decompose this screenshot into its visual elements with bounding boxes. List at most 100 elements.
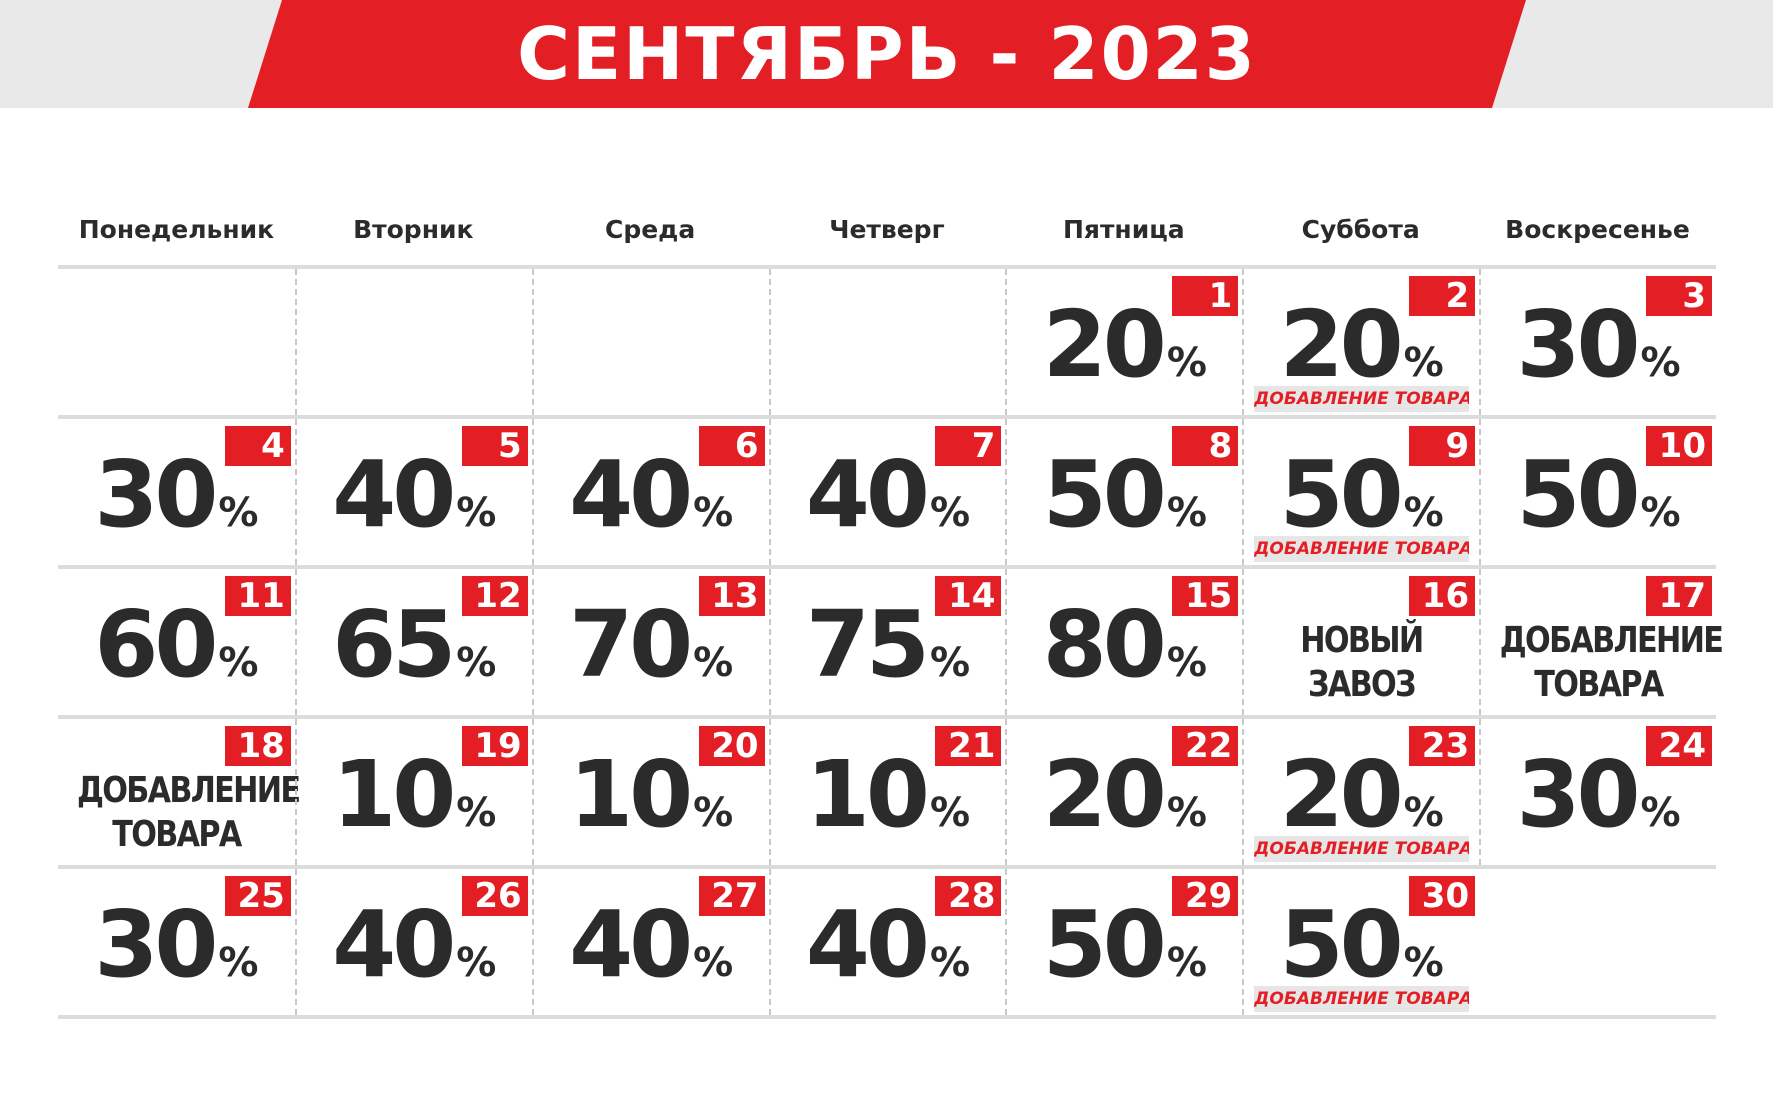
weekday-sunday: Воскресенье bbox=[1505, 215, 1690, 244]
calendar-grid: 1 20% 2 20% ДОБАВЛЕНИЕ ТОВАРА 3 30% 4 30% 5 40% 6 40… bbox=[58, 265, 1724, 1019]
empty-day-cell bbox=[294, 269, 532, 415]
discount-label: 20% bbox=[1244, 749, 1479, 841]
discount-value: 10 bbox=[569, 741, 693, 848]
discount-value: 20 bbox=[1279, 291, 1404, 398]
day-number-badge: 7 bbox=[935, 426, 1002, 466]
empty-day-cell bbox=[1479, 869, 1716, 1015]
discount-value: 80 bbox=[1042, 591, 1167, 698]
discount-label: 30% bbox=[1481, 749, 1716, 841]
day-cell: 4 30% bbox=[58, 419, 295, 565]
empty-day-cell bbox=[768, 269, 1006, 415]
discount-value: 30 bbox=[94, 441, 218, 548]
day-number-badge: 6 bbox=[698, 426, 765, 466]
discount-label: 20% bbox=[1007, 299, 1242, 391]
day-cell: 16 НОВЫЙ ЗАВОЗ bbox=[1242, 569, 1479, 715]
day-cell: 3 30% bbox=[1479, 269, 1716, 415]
percent-sign: % bbox=[1640, 340, 1681, 386]
discount-label: 10% bbox=[771, 749, 1006, 841]
discount-label: 50% bbox=[1244, 449, 1479, 541]
grid-divider bbox=[58, 565, 1716, 569]
day-number-badge: 5 bbox=[461, 426, 528, 466]
day-cell: 23 20% ДОБАВЛЕНИЕ ТОВАРА bbox=[1242, 719, 1479, 865]
day-cell: 25 30% bbox=[58, 869, 295, 1015]
discount-label: 10% bbox=[297, 749, 532, 841]
weekday-monday: Понедельник bbox=[78, 215, 275, 244]
percent-sign: % bbox=[456, 940, 497, 986]
percent-sign: % bbox=[929, 790, 971, 836]
day-cell: 29 50% bbox=[1005, 869, 1242, 1015]
weekday-header-row: Понедельник Вторник Среда Четверг Пятниц… bbox=[58, 210, 1716, 250]
percent-sign: % bbox=[929, 640, 971, 686]
discount-value: 20 bbox=[1042, 291, 1167, 398]
day-cell: 30 50% ДОБАВЛЕНИЕ ТОВАРА bbox=[1242, 869, 1479, 1015]
percent-sign: % bbox=[1403, 340, 1444, 386]
event-label: ДОБАВЛЕНИЕ ТОВАРА bbox=[76, 770, 301, 855]
day-number-badge: 14 bbox=[935, 576, 1002, 616]
day-number-badge: 20 bbox=[698, 726, 765, 766]
grid-divider bbox=[58, 865, 1716, 869]
discount-value: 60 bbox=[94, 591, 218, 698]
grid-divider bbox=[58, 265, 1716, 269]
day-number-badge: 12 bbox=[461, 576, 528, 616]
discount-value: 50 bbox=[1279, 891, 1404, 998]
discount-value: 50 bbox=[1279, 441, 1404, 548]
restock-note: ДОБАВЛЕНИЕ ТОВАРА bbox=[1254, 386, 1470, 412]
percent-sign: % bbox=[218, 490, 259, 536]
day-cell: 20 10% bbox=[531, 719, 769, 865]
discount-label: 50% bbox=[1481, 449, 1716, 541]
discount-label: 60% bbox=[58, 599, 295, 691]
discount-label: 40% bbox=[534, 449, 769, 541]
day-number-badge: 16 bbox=[1409, 576, 1476, 616]
discount-label: 50% bbox=[1244, 899, 1479, 991]
percent-sign: % bbox=[218, 640, 259, 686]
day-number-badge: 13 bbox=[698, 576, 765, 616]
discount-value: 40 bbox=[332, 441, 456, 548]
day-number-badge: 30 bbox=[1409, 876, 1476, 916]
discount-label: 50% bbox=[1007, 449, 1242, 541]
percent-sign: % bbox=[693, 640, 734, 686]
discount-label: 65% bbox=[297, 599, 532, 691]
day-cell: 12 65% bbox=[294, 569, 532, 715]
discount-value: 20 bbox=[1279, 741, 1404, 848]
grid-divider bbox=[58, 715, 1716, 719]
percent-sign: % bbox=[1166, 340, 1207, 386]
event-label: НОВЫЙ ЗАВОЗ bbox=[1300, 620, 1425, 705]
percent-sign: % bbox=[929, 490, 971, 536]
discount-value: 10 bbox=[332, 741, 456, 848]
day-cell: 11 60% bbox=[58, 569, 295, 715]
discount-label: 40% bbox=[771, 449, 1006, 541]
discount-value: 40 bbox=[805, 891, 930, 998]
day-number-badge: 10 bbox=[1645, 426, 1712, 466]
day-cell: 14 75% bbox=[768, 569, 1006, 715]
day-cell: 19 10% bbox=[294, 719, 532, 865]
discount-label: 10% bbox=[534, 749, 769, 841]
weekday-wednesday: Среда bbox=[604, 215, 696, 244]
discount-label: 75% bbox=[771, 599, 1006, 691]
discount-value: 70 bbox=[569, 591, 693, 698]
day-cell: 22 20% bbox=[1005, 719, 1242, 865]
day-cell: 27 40% bbox=[531, 869, 769, 1015]
day-cell: 2 20% ДОБАВЛЕНИЕ ТОВАРА bbox=[1242, 269, 1479, 415]
percent-sign: % bbox=[1403, 940, 1444, 986]
percent-sign: % bbox=[1166, 790, 1207, 836]
day-number-badge: 8 bbox=[1172, 426, 1239, 466]
discount-value: 20 bbox=[1042, 741, 1167, 848]
day-cell: 6 40% bbox=[531, 419, 769, 565]
weekday-saturday: Суббота bbox=[1301, 215, 1420, 244]
percent-sign: % bbox=[456, 790, 497, 836]
discount-value: 30 bbox=[1516, 291, 1641, 398]
grid-divider bbox=[58, 415, 1716, 419]
percent-sign: % bbox=[1640, 790, 1681, 836]
discount-label: 30% bbox=[1481, 299, 1716, 391]
day-cell: 28 40% bbox=[768, 869, 1006, 1015]
percent-sign: % bbox=[456, 490, 497, 536]
discount-label: 30% bbox=[58, 899, 295, 991]
discount-value: 40 bbox=[569, 441, 693, 548]
day-number-badge: 22 bbox=[1172, 726, 1239, 766]
discount-value: 65 bbox=[332, 591, 456, 698]
empty-day-cell bbox=[58, 269, 295, 415]
day-number-badge: 26 bbox=[461, 876, 528, 916]
day-number-badge: 27 bbox=[698, 876, 765, 916]
day-number-badge: 18 bbox=[224, 726, 291, 766]
day-number-badge: 3 bbox=[1645, 276, 1712, 316]
